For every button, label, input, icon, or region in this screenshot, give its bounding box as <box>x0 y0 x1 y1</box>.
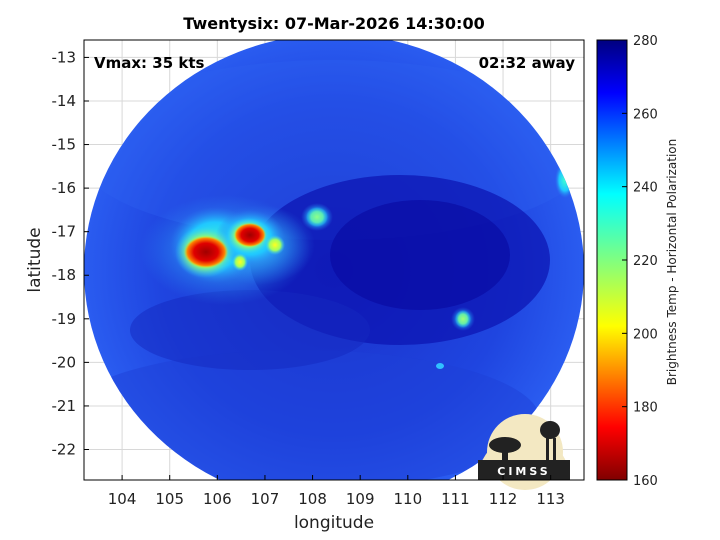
y-axis-ticks: -13 -14 -15 -16 -17 -18 -19 -20 -21 -22 <box>52 48 89 459</box>
x-tick-label: 113 <box>536 490 565 508</box>
y-axis-label: latitude <box>25 227 45 292</box>
x-axis-ticks: 104 105 106 107 108 109 110 111 112 113 <box>108 475 565 508</box>
vmax-annotation: Vmax: 35 kts <box>94 54 204 72</box>
colorbar-tick-label: 260 <box>633 107 658 122</box>
y-tick-label: -22 <box>52 441 77 459</box>
y-tick-label: -19 <box>52 310 77 328</box>
x-tick-label: 109 <box>346 490 375 508</box>
y-tick-label: -15 <box>52 136 77 154</box>
axes-frame <box>83 39 585 481</box>
cold-core-west <box>184 236 228 268</box>
x-tick-label: 106 <box>203 490 232 508</box>
colorbar-ticks: 280 260 240 220 200 180 160 <box>622 34 658 489</box>
time-away-annotation: 02:32 away <box>479 54 576 72</box>
colorbar-tick-label: 220 <box>633 254 658 269</box>
y-tick-label: -16 <box>52 179 77 197</box>
y-tick-label: -21 <box>52 397 77 415</box>
x-tick-label: 112 <box>489 490 518 508</box>
y-tick-label: -18 <box>52 266 77 284</box>
colorbar-tick-label: 280 <box>633 34 658 49</box>
colorbar-label: Brightness Temp - Horizontal Polarizatio… <box>665 139 679 386</box>
x-tick-label: 104 <box>108 490 137 508</box>
colorbar-tick-label: 200 <box>633 327 658 342</box>
colorbar-tick-label: 240 <box>633 181 658 196</box>
chart-title: Twentysix: 07-Mar-2026 14:30:00 <box>183 14 484 33</box>
y-tick-label: -20 <box>52 353 77 371</box>
y-tick-label: -17 <box>52 223 77 241</box>
colorbar-tick-label: 180 <box>633 401 658 416</box>
colorbar-tick-label: 160 <box>633 474 658 489</box>
x-axis-label: longitude <box>294 513 374 533</box>
logo-text: CIMSS <box>497 465 550 478</box>
x-tick-label: 111 <box>441 490 470 508</box>
swath-image <box>84 40 584 480</box>
y-tick-label: -13 <box>52 48 77 66</box>
x-tick-label: 108 <box>298 490 327 508</box>
x-tick-label: 105 <box>155 490 184 508</box>
y-tick-label: -14 <box>52 92 77 110</box>
x-tick-label: 110 <box>393 490 422 508</box>
cold-core-east <box>234 223 266 247</box>
x-tick-label: 107 <box>251 490 280 508</box>
cimss-logo: CIMSS <box>478 414 570 490</box>
